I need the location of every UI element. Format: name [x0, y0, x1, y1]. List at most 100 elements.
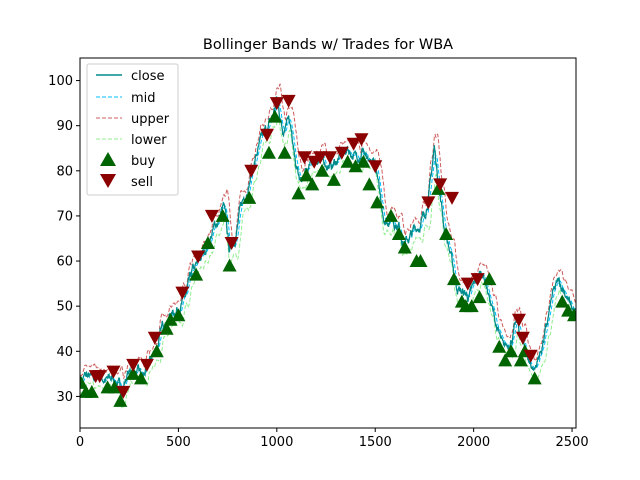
buy-marker: [305, 177, 320, 191]
sell-marker: [147, 331, 162, 345]
buy-marker: [370, 195, 385, 209]
x-tick-label: 1500: [359, 435, 392, 450]
sell-marker: [191, 250, 206, 264]
buy-marker: [439, 226, 454, 240]
buy-marker: [504, 344, 519, 358]
buy-marker: [431, 181, 446, 195]
x-axis: 0 500 1000 1500 2000 2500: [76, 428, 589, 450]
sell-marker: [139, 358, 154, 372]
buy-marker: [126, 366, 141, 380]
sell-markers: [88, 94, 538, 399]
sell-marker: [92, 370, 107, 384]
legend: close mid upper lower buy sell: [86, 63, 179, 196]
x-tick-label: 500: [166, 435, 191, 450]
x-tick-label: 0: [76, 435, 84, 450]
buy-marker: [492, 339, 507, 353]
buy-marker: [413, 254, 428, 268]
sell-marker: [460, 277, 475, 291]
buy-marker: [107, 380, 122, 394]
legend-label-sell: sell: [131, 175, 153, 190]
buy-marker: [163, 312, 178, 326]
buy-marker: [261, 145, 276, 159]
y-tick-label: 50: [56, 300, 73, 315]
legend-label-lower: lower: [131, 133, 167, 148]
buy-marker: [472, 290, 487, 304]
buy-marker: [171, 308, 186, 322]
buy-marker: [362, 177, 377, 191]
legend-label-upper: upper: [131, 112, 170, 127]
buy-marker: [340, 154, 355, 168]
legend-swatch-sell: [100, 174, 116, 188]
legend-label-close: close: [131, 69, 164, 84]
y-axis: 30 40 50 60 70 80 90 100: [48, 74, 80, 405]
legend-swatch-buy: [100, 152, 116, 166]
sell-marker: [511, 313, 526, 327]
sell-marker: [313, 151, 328, 165]
sell-marker: [269, 97, 284, 111]
buy-marker: [242, 190, 257, 204]
y-tick-label: 60: [56, 255, 73, 270]
buy-markers: [80, 109, 576, 407]
y-tick-label: 70: [56, 209, 73, 224]
sell-marker: [244, 164, 259, 178]
sell-marker: [334, 146, 349, 160]
sell-marker: [322, 151, 337, 165]
buy-marker: [215, 208, 230, 222]
x-tick-label: 2000: [457, 435, 490, 450]
buy-marker: [482, 272, 497, 286]
sell-marker: [470, 273, 485, 287]
buy-marker: [356, 154, 371, 168]
x-tick-label: 2500: [556, 435, 589, 450]
buy-marker: [446, 272, 461, 286]
y-tick-label: 100: [48, 74, 73, 89]
plot-area: [80, 83, 576, 410]
sell-marker: [106, 365, 121, 379]
sell-marker: [224, 237, 239, 250]
sell-marker: [259, 128, 274, 142]
buy-marker: [113, 393, 128, 407]
sell-marker: [523, 349, 538, 363]
y-tick-label: 30: [56, 390, 73, 405]
legend-label-buy: buy: [131, 154, 155, 169]
buy-marker: [277, 145, 292, 159]
buy-marker: [291, 186, 306, 200]
sell-marker: [346, 137, 361, 151]
sell-marker: [126, 358, 141, 372]
buy-marker: [134, 371, 149, 385]
chart-title: Bollinger Bands w/ Trades for WBA: [203, 37, 453, 53]
series-line-close: [80, 96, 576, 399]
sell-marker: [116, 385, 131, 399]
buy-marker: [513, 353, 528, 367]
sell-marker: [421, 196, 436, 210]
sell-marker: [515, 331, 530, 345]
buy-marker: [200, 236, 215, 249]
buy-marker: [159, 321, 174, 335]
buy-marker: [383, 208, 398, 222]
buy-marker: [299, 168, 314, 182]
sell-marker: [433, 178, 448, 192]
sell-marker: [368, 160, 383, 174]
buy-marker: [555, 294, 570, 308]
buy-marker: [348, 159, 363, 173]
sell-marker: [281, 94, 296, 108]
sell-marker: [445, 191, 459, 205]
buy-marker: [315, 163, 330, 177]
buy-marker: [326, 172, 341, 186]
buy-marker: [567, 308, 576, 322]
buy-marker: [84, 384, 99, 398]
y-tick-label: 40: [56, 345, 73, 360]
buy-marker: [397, 240, 412, 254]
buy-marker: [527, 371, 542, 385]
buy-marker: [267, 109, 282, 123]
y-tick-label: 80: [56, 164, 73, 179]
y-tick-label: 90: [56, 119, 73, 134]
x-tick-label: 1000: [260, 435, 293, 450]
sell-marker: [204, 209, 219, 223]
buy-marker: [149, 344, 164, 358]
sell-marker: [175, 286, 190, 300]
buy-marker: [498, 353, 513, 367]
legend-label-mid: mid: [131, 91, 156, 106]
sell-marker: [297, 151, 312, 165]
buy-marker: [189, 267, 204, 281]
